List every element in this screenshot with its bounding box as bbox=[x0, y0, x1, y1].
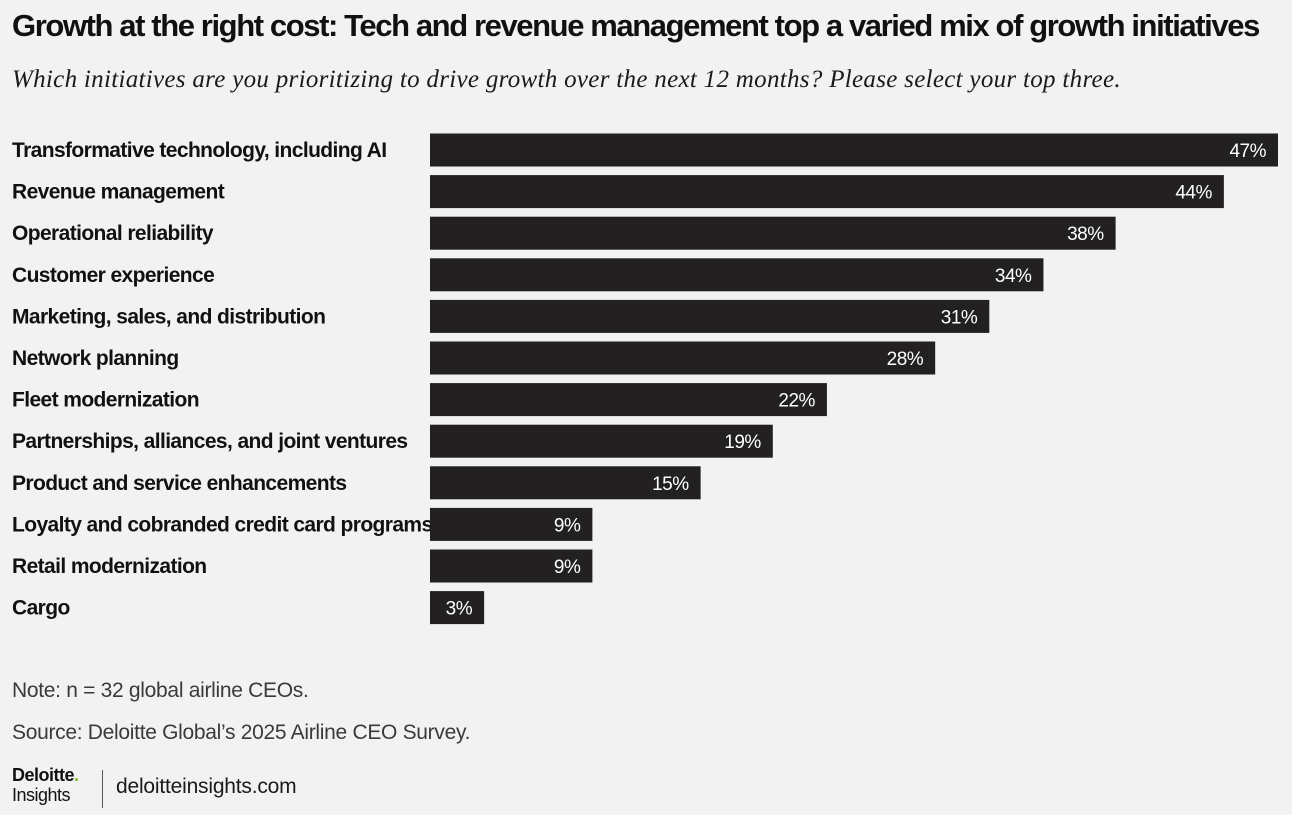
category-label: Partnerships, alliances, and joint ventu… bbox=[12, 430, 408, 453]
bar bbox=[430, 299, 990, 333]
value-label: 9% bbox=[554, 557, 581, 578]
bar bbox=[430, 175, 1224, 209]
value-label: 19% bbox=[724, 432, 761, 453]
logo-word-text: Deloitte bbox=[12, 765, 75, 785]
bar bbox=[430, 258, 1044, 292]
logo-green-dot: . bbox=[74, 765, 79, 785]
website-link[interactable]: deloitteinsights.com bbox=[116, 775, 297, 798]
category-label: Product and service enhancements bbox=[12, 472, 346, 495]
value-label: 38% bbox=[1067, 224, 1104, 245]
category-label: Customer experience bbox=[12, 264, 214, 287]
category-label: Marketing, sales, and distribution bbox=[12, 305, 325, 328]
category-label: Cargo bbox=[12, 597, 70, 620]
bar bbox=[430, 549, 593, 583]
category-label: Operational reliability bbox=[12, 222, 214, 245]
value-label: 31% bbox=[941, 307, 978, 328]
bar bbox=[430, 341, 936, 375]
value-label: 44% bbox=[1175, 183, 1212, 204]
logo-wordmark: Deloitte. bbox=[12, 765, 96, 785]
bar bbox=[430, 507, 593, 541]
value-label: 9% bbox=[554, 515, 581, 536]
bar bbox=[430, 383, 827, 417]
bar bbox=[430, 466, 701, 500]
value-label: 34% bbox=[995, 266, 1032, 287]
bar bbox=[430, 424, 773, 458]
value-label: 47% bbox=[1229, 141, 1266, 162]
value-label: 22% bbox=[778, 391, 815, 412]
source-text: Source: Deloitte Global’s 2025 Airline C… bbox=[12, 721, 471, 744]
category-label: Retail modernization bbox=[12, 555, 207, 578]
value-label: 15% bbox=[652, 474, 689, 495]
logo-subtext: Insights bbox=[12, 785, 71, 805]
category-label: Revenue management bbox=[12, 181, 225, 204]
chart-title: Growth at the right cost: Tech and reven… bbox=[12, 8, 1260, 43]
value-label: 28% bbox=[887, 349, 924, 370]
bar bbox=[430, 216, 1116, 250]
category-label: Transformative technology, including AI bbox=[12, 139, 386, 162]
category-label: Network planning bbox=[12, 347, 179, 370]
bar bbox=[430, 133, 1278, 167]
deloitte-insights-logo: Deloitte. Insights bbox=[12, 765, 96, 809]
footer-divider bbox=[102, 770, 103, 808]
value-label: 3% bbox=[446, 599, 473, 620]
chart-subtitle: Which initiatives are you prioritizing t… bbox=[12, 66, 1121, 93]
bar bbox=[430, 591, 485, 625]
category-label: Loyalty and cobranded credit card progra… bbox=[12, 513, 433, 536]
category-label: Fleet modernization bbox=[12, 389, 199, 412]
note-text: Note: n = 32 global airline CEOs. bbox=[12, 679, 309, 702]
